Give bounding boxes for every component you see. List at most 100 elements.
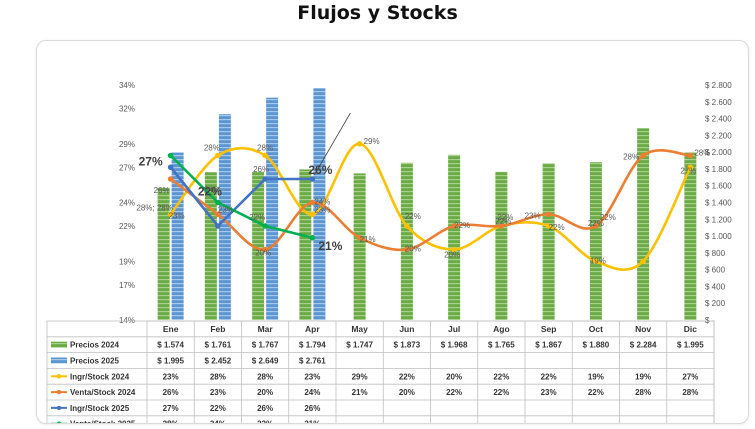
table-cell: 24%	[304, 388, 320, 397]
bar-precios-2024	[204, 172, 217, 320]
bar-precios-2024	[353, 173, 366, 320]
point-venta-stock-2024	[498, 223, 505, 229]
data-label: 22%	[249, 213, 265, 222]
y-left-tick-label: 32%	[119, 105, 135, 114]
data-label: 26%	[253, 165, 269, 174]
y-left-tick-label: 17%	[119, 281, 135, 290]
point-venta-stock-2025	[309, 234, 316, 241]
table-cell: $ 1.968	[441, 341, 468, 350]
table-cell: 20%	[446, 372, 462, 381]
data-labels-group: 28%; 28%27%26%23%28%24%23%22%26%28%22%20…	[136, 112, 710, 265]
bar-precios-2025	[266, 97, 279, 320]
table-cell: 21%	[352, 388, 368, 397]
data-label: 20%	[444, 251, 460, 260]
bar-precios-2024	[448, 154, 461, 320]
point-venta-stock-2025	[215, 199, 221, 206]
bar-precios-2024	[400, 162, 413, 320]
data-label: 28%	[694, 149, 710, 158]
point-ingr-stock-2024	[593, 258, 599, 265]
table-cell: $ 2.649	[252, 357, 279, 366]
point-venta-stock-2024	[356, 234, 363, 241]
y-right-tick-label: $ 2.600	[705, 98, 732, 107]
data-label: 29%	[364, 137, 380, 146]
chart-panel: 34% 32% 29% 27% 24% 22% 19% 17% 14% $ 2.800 $ 2.60…	[36, 40, 749, 424]
line-venta-stock-2025	[169, 154, 313, 240]
data-label: 26%	[154, 186, 170, 195]
point-venta-stock-2024	[215, 211, 221, 218]
table-cell: 20%	[257, 388, 273, 397]
point-ingr-stock-2025	[309, 176, 316, 182]
data-label: 23%	[218, 205, 234, 214]
table-cell: 22%	[493, 372, 509, 381]
point-venta-stock-2024	[640, 152, 646, 159]
table-cell: 21%	[304, 420, 320, 423]
bar-precios-2025	[218, 114, 231, 320]
table-cell: 27%	[682, 372, 698, 381]
table-cell: 28%	[210, 372, 226, 381]
table-cell: 22%	[446, 388, 462, 397]
point-venta-stock-2024	[687, 152, 694, 159]
x-tick-label: Ago	[493, 324, 510, 334]
point-ingr-stock-2025	[215, 223, 221, 229]
legend-entry: Ingr/Stock 2024	[70, 372, 130, 381]
legend-entry: Precios 2024	[70, 341, 119, 350]
data-label: 19%	[590, 256, 606, 265]
x-tick-label: Sep	[541, 324, 557, 334]
y-right-tick-label: $ 200	[705, 299, 726, 308]
table-cell: 22%	[493, 388, 509, 397]
point-venta-stock-2024	[451, 223, 457, 229]
data-label: 28%; 28%	[136, 203, 172, 212]
point-ingr-stock-2024	[545, 223, 552, 229]
y-right-tick-label: $ 2.200	[705, 131, 732, 140]
data-label: 20%	[405, 245, 421, 254]
point-ingr-stock-2024	[309, 211, 316, 218]
y-right-tick-label: $ 1.200	[705, 215, 732, 224]
point-venta-stock-2024	[309, 199, 316, 206]
legend-marker	[56, 389, 62, 395]
x-tick-label: Apr	[305, 324, 320, 334]
point-ingr-stock-2024	[404, 223, 410, 229]
data-label: 24%	[314, 198, 330, 207]
data-table: Ene Feb Mar Apr May Jun Jul Ago Sep Oct Nov Dic Prec…	[46, 320, 715, 423]
table-cell: $ 1.747	[346, 341, 373, 350]
point-venta-stock-2025	[167, 152, 174, 159]
legend-entry: Ingr/Stock 2025	[70, 404, 130, 413]
axes-group: 34%32%29%27%24%22%19%17%14%$ 2.800$ 2.60…	[119, 81, 732, 325]
data-label: 26%	[308, 163, 332, 177]
table-cell: $ 1.873	[394, 341, 421, 350]
table-cell: $ 2.452	[205, 357, 232, 366]
bar-precios-2024	[299, 169, 312, 320]
y-right-tick-label: $ 2.800	[705, 81, 732, 90]
legend-marker	[56, 405, 62, 411]
y-right-tick-label: $ 1.400	[705, 199, 732, 208]
y-left-tick-label: 19%	[119, 257, 135, 266]
callout-line	[314, 112, 351, 176]
table-cell: 20%	[399, 388, 415, 397]
point-venta-stock-2024	[545, 211, 552, 218]
x-tick-label: Ene	[163, 324, 179, 334]
page-title: Flujos y Stocks	[297, 2, 458, 24]
legend-marker	[56, 374, 62, 379]
bar-precios-2024	[157, 187, 170, 320]
table-cell: 28%	[257, 372, 273, 381]
table-cell: 22%	[541, 372, 557, 381]
point-ingr-stock-2024	[215, 152, 221, 159]
y-left-tick-label: 24%	[119, 199, 135, 208]
point-ingr-stock-2025	[167, 164, 174, 171]
data-label: 22%	[495, 217, 511, 226]
data-label: 27%	[680, 166, 696, 175]
point-ingr-stock-2025	[262, 176, 268, 182]
point-venta-stock-2024	[167, 176, 174, 182]
table-cell: 26%	[304, 404, 320, 413]
x-tick-label: Nov	[635, 324, 651, 334]
point-ingr-stock-2024	[167, 211, 174, 218]
table-cell: 19%	[635, 372, 651, 381]
table-cell: 24%	[210, 420, 226, 423]
x-tick-label: Oct	[589, 324, 603, 334]
table-cell: 28%	[635, 388, 651, 397]
table-cell: 22%	[257, 420, 273, 423]
x-tick-label: Dic	[684, 324, 698, 334]
table-cell: $ 2.284	[630, 341, 657, 350]
data-label: 21%	[318, 239, 342, 253]
data-label: 22%	[405, 212, 421, 221]
